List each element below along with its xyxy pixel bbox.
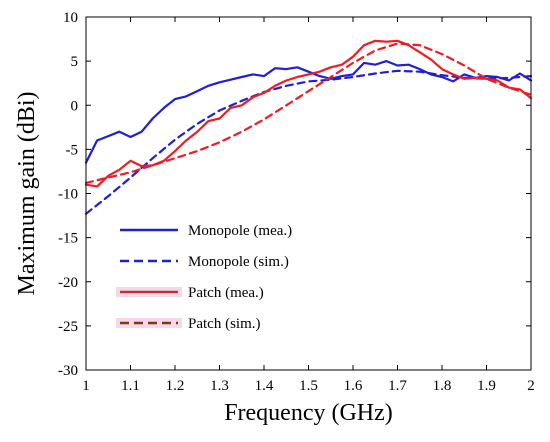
x-tick-label: 1.9 <box>477 378 496 394</box>
plot-frame <box>85 16 532 371</box>
x-tick-label: 1.1 <box>121 378 140 394</box>
x-axis-label: Frequency (GHz) <box>224 400 393 426</box>
legend-label: Patch (sim.) <box>188 316 261 332</box>
y-tick-label: -20 <box>58 275 78 291</box>
y-tick-label: 5 <box>71 54 79 70</box>
x-tick-label: 1.8 <box>433 378 452 394</box>
y-tick-label: -10 <box>58 187 78 203</box>
ticks-layer: 1 1.1 1.2 1.3 1.4 1.5 1.6 1.7 1.8 1.9 2 10 5 0 -5 -10 -1… <box>58 10 535 394</box>
series-line-3 <box>84 39 533 188</box>
legend-label: Patch (mea.) <box>188 285 264 301</box>
legend-label: Monopole (mea.) <box>188 223 292 239</box>
series-line-4 <box>84 42 533 184</box>
x-tick-label: 2 <box>527 378 535 394</box>
x-tick-label: 1.3 <box>210 378 229 394</box>
y-tick-label: -15 <box>58 231 78 247</box>
x-tick-label: 1.6 <box>344 378 363 394</box>
x-tick-label: 1.5 <box>299 378 318 394</box>
legend: Monopole (mea.) Monopole (sim.) Patch (mea… <box>116 223 292 332</box>
y-tick-label: 10 <box>63 10 78 26</box>
y-axis-label: Maximum gain (dBi) <box>14 92 40 296</box>
y-tick-label: -5 <box>66 142 79 158</box>
x-tick-label: 1.2 <box>166 378 185 394</box>
y-tick-label: 0 <box>71 98 79 114</box>
y-tick-label: -30 <box>58 363 78 379</box>
x-tick-label: 1 <box>82 378 90 394</box>
series-layer <box>84 39 533 215</box>
y-tick-label: -25 <box>58 319 78 335</box>
series-line-1 <box>84 60 533 164</box>
x-tick-label: 1.7 <box>388 378 407 394</box>
legend-label: Monopole (sim.) <box>188 254 289 270</box>
x-tick-label: 1.4 <box>255 378 274 394</box>
